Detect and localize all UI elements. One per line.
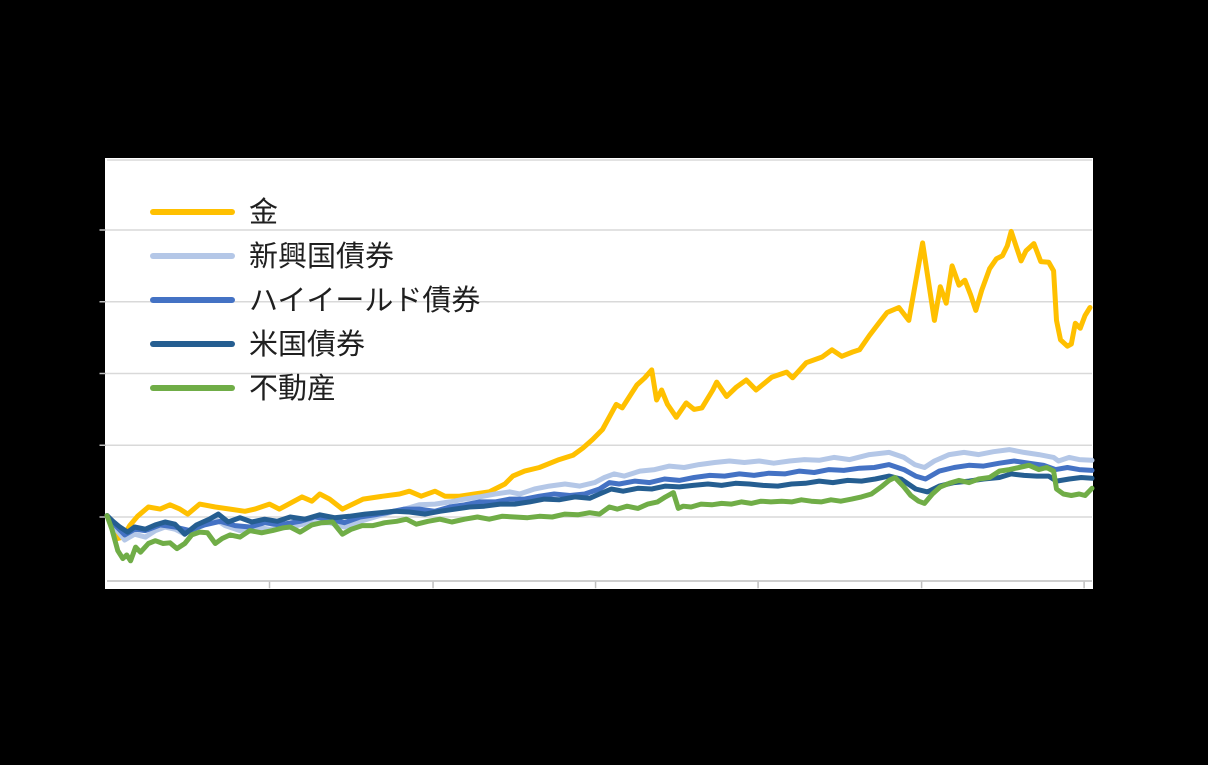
- legend-label-em-bonds: 新興国債券: [249, 238, 395, 273]
- legend-label-us-bonds: 米国債券: [249, 326, 366, 361]
- legend-swatch-em-bonds: [150, 253, 235, 259]
- legend-item-gold: 金: [150, 190, 480, 234]
- legend-label-real-estate: 不動産: [249, 370, 337, 405]
- legend: 金 新興国債券 ハイイールド債券 米国債券 不動産: [150, 190, 480, 410]
- series-line-3: [104, 471, 1095, 537]
- legend-swatch-us-bonds: [150, 341, 235, 347]
- legend-item-real-estate: 不動産: [150, 366, 480, 410]
- legend-swatch-real-estate: [150, 385, 235, 391]
- legend-swatch-gold: [150, 209, 235, 215]
- legend-item-us-bonds: 米国債券: [150, 322, 480, 366]
- series-line-0: [104, 228, 1093, 541]
- legend-label-gold: 金: [249, 194, 279, 229]
- legend-item-em-bonds: 新興国債券: [150, 234, 480, 278]
- legend-item-high-yield: ハイイールド債券: [150, 278, 480, 322]
- series-line-4: [104, 462, 1095, 564]
- series-line-1: [104, 447, 1095, 543]
- legend-label-high-yield: ハイイールド債券: [249, 282, 481, 317]
- series-line-2: [104, 458, 1095, 538]
- legend-swatch-high-yield: [150, 297, 235, 303]
